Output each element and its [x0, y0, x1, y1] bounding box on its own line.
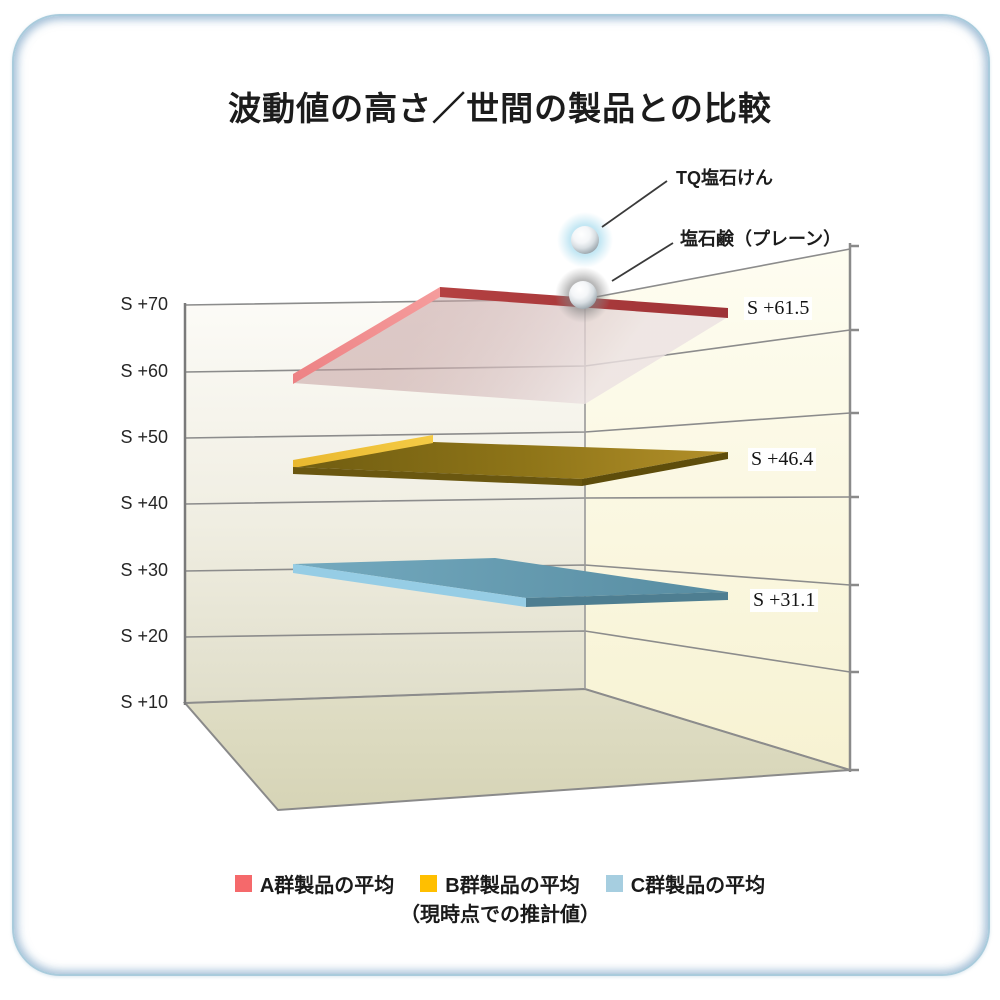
sphere-plain-soap	[555, 267, 611, 323]
legend-label-a: A群製品の平均	[259, 875, 395, 897]
y-tick-label: S +30	[120, 560, 168, 580]
y-tick-label: S +60	[120, 361, 168, 381]
plane-c-blue	[293, 558, 728, 607]
annotation-plain-soap: 塩石鹸（プレーン）	[680, 229, 842, 249]
back-right-wall	[585, 249, 850, 770]
legend-label-c: C群製品の平均	[630, 875, 766, 897]
legend-swatch-a	[234, 875, 252, 892]
value-label-b: S +46.4	[748, 448, 817, 471]
y-tick-label: S +50	[120, 427, 168, 447]
legend-item-a: A群製品の平均	[234, 869, 395, 898]
legend-swatch-b	[420, 875, 438, 892]
y-tick-label: S +70	[120, 294, 168, 314]
legend-sublabel-b: （現時点での推計値）	[399, 904, 600, 926]
legend-item-c: C群製品の平均	[605, 869, 766, 898]
plane-b-gold	[293, 435, 728, 486]
y-tick-label: S +10	[120, 692, 168, 712]
legend: A群製品の平均 B群製品の平均 （現時点での推計値） C群製品の平均	[0, 869, 1000, 926]
legend-item-b: B群製品の平均 （現時点での推計値）	[400, 869, 600, 926]
callout-lines	[601, 180, 674, 282]
y-tick-label: S +40	[120, 493, 168, 513]
legend-label-b: B群製品の平均	[445, 875, 580, 897]
sphere-tq-soap	[557, 212, 613, 268]
right-axis	[848, 243, 859, 772]
plane-a-red	[293, 287, 728, 404]
y-tick-label: S +20	[120, 626, 168, 646]
value-label-c: S +31.1	[750, 589, 819, 612]
value-label-a: S +61.5	[744, 297, 813, 320]
chart-title: 波動値の高さ／世間の製品との比較	[228, 90, 772, 127]
annotation-tq-soap: TQ塩石けん	[676, 168, 773, 188]
legend-swatch-c	[605, 875, 623, 892]
